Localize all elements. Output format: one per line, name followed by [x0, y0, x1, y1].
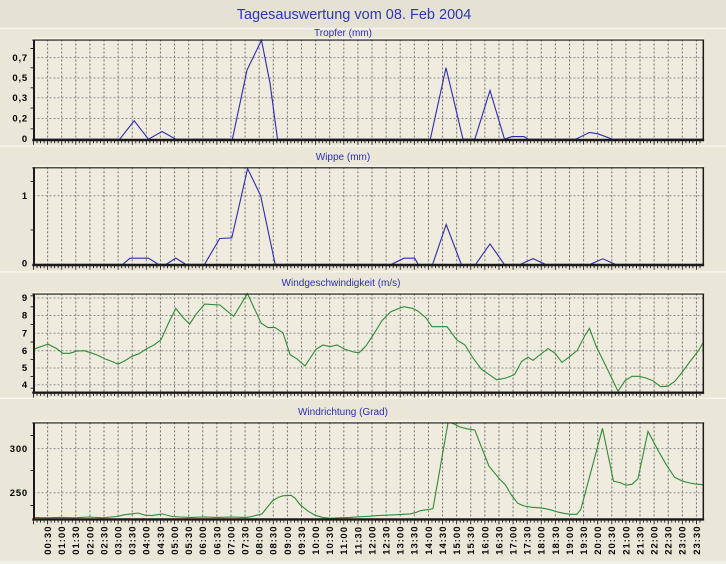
svg-text:Wippe (mm): Wippe (mm) [316, 152, 370, 163]
svg-text:14:30: 14:30 [438, 525, 449, 554]
svg-text:18:30: 18:30 [551, 525, 562, 554]
svg-text:12:00: 12:00 [367, 525, 378, 554]
svg-text:06:30: 06:30 [212, 525, 223, 554]
svg-text:03:30: 03:30 [128, 525, 139, 554]
svg-text:6: 6 [22, 346, 28, 357]
svg-text:16:30: 16:30 [494, 525, 505, 554]
svg-text:05:30: 05:30 [184, 525, 195, 554]
svg-text:10:00: 10:00 [311, 525, 322, 554]
svg-text:Tropfer (mm): Tropfer (mm) [314, 28, 372, 39]
svg-text:16:00: 16:00 [480, 525, 491, 554]
svg-text:4: 4 [22, 380, 28, 391]
svg-text:03:00: 03:00 [114, 525, 125, 554]
svg-text:1: 1 [22, 191, 28, 202]
svg-text:08:00: 08:00 [255, 525, 266, 554]
svg-text:11:00: 11:00 [339, 526, 350, 555]
svg-text:23:30: 23:30 [692, 525, 703, 554]
svg-text:9: 9 [22, 293, 28, 304]
svg-text:07:30: 07:30 [240, 525, 251, 554]
svg-text:20:00: 20:00 [593, 525, 604, 554]
svg-text:0: 0 [22, 259, 28, 270]
svg-text:Windrichtung (Grad): Windrichtung (Grad) [298, 407, 388, 418]
svg-text:11:30: 11:30 [353, 526, 364, 555]
svg-text:10:30: 10:30 [325, 525, 336, 554]
svg-text:04:00: 04:00 [142, 525, 153, 554]
svg-text:09:30: 09:30 [297, 525, 308, 554]
svg-text:7: 7 [22, 329, 28, 340]
svg-text:0,3: 0,3 [12, 93, 28, 104]
svg-text:14:00: 14:00 [424, 525, 435, 554]
svg-text:22:00: 22:00 [650, 525, 661, 554]
svg-text:06:00: 06:00 [198, 525, 209, 554]
svg-text:02:00: 02:00 [85, 525, 96, 554]
svg-text:13:30: 13:30 [410, 525, 421, 554]
svg-text:5: 5 [22, 363, 28, 374]
svg-text:22:30: 22:30 [664, 525, 675, 554]
svg-text:08:30: 08:30 [269, 525, 280, 554]
svg-text:0: 0 [22, 134, 28, 145]
svg-text:05:00: 05:00 [170, 525, 181, 554]
svg-text:Tagesauswertung vom 08. Feb 20: Tagesauswertung vom 08. Feb 2004 [237, 7, 472, 23]
svg-text:09:00: 09:00 [283, 525, 294, 554]
svg-text:20:30: 20:30 [607, 525, 618, 554]
svg-text:02:30: 02:30 [99, 525, 110, 554]
svg-text:07:00: 07:00 [226, 525, 237, 554]
svg-text:23:00: 23:00 [678, 525, 689, 554]
svg-text:01:30: 01:30 [71, 525, 82, 554]
svg-text:Windgeschwindigkeit (m/s): Windgeschwindigkeit (m/s) [282, 278, 401, 289]
svg-text:21:30: 21:30 [635, 525, 646, 554]
svg-text:15:00: 15:00 [452, 525, 463, 554]
svg-text:04:30: 04:30 [156, 525, 167, 554]
svg-text:0,7: 0,7 [12, 53, 28, 64]
svg-text:18:00: 18:00 [537, 525, 548, 554]
svg-text:0,5: 0,5 [12, 73, 28, 84]
svg-text:01:00: 01:00 [57, 525, 68, 554]
svg-text:19:00: 19:00 [565, 525, 576, 554]
svg-text:17:00: 17:00 [508, 525, 519, 554]
svg-text:300: 300 [10, 444, 28, 455]
svg-text:00:30: 00:30 [43, 525, 54, 554]
svg-text:19:30: 19:30 [579, 525, 590, 554]
svg-text:17:30: 17:30 [523, 525, 534, 554]
svg-text:12:30: 12:30 [382, 525, 393, 554]
svg-text:13:00: 13:00 [396, 525, 407, 554]
svg-text:21:00: 21:00 [621, 525, 632, 554]
svg-text:15:30: 15:30 [466, 525, 477, 554]
svg-text:8: 8 [22, 311, 28, 322]
svg-text:0,2: 0,2 [12, 114, 28, 125]
svg-text:250: 250 [10, 488, 28, 499]
